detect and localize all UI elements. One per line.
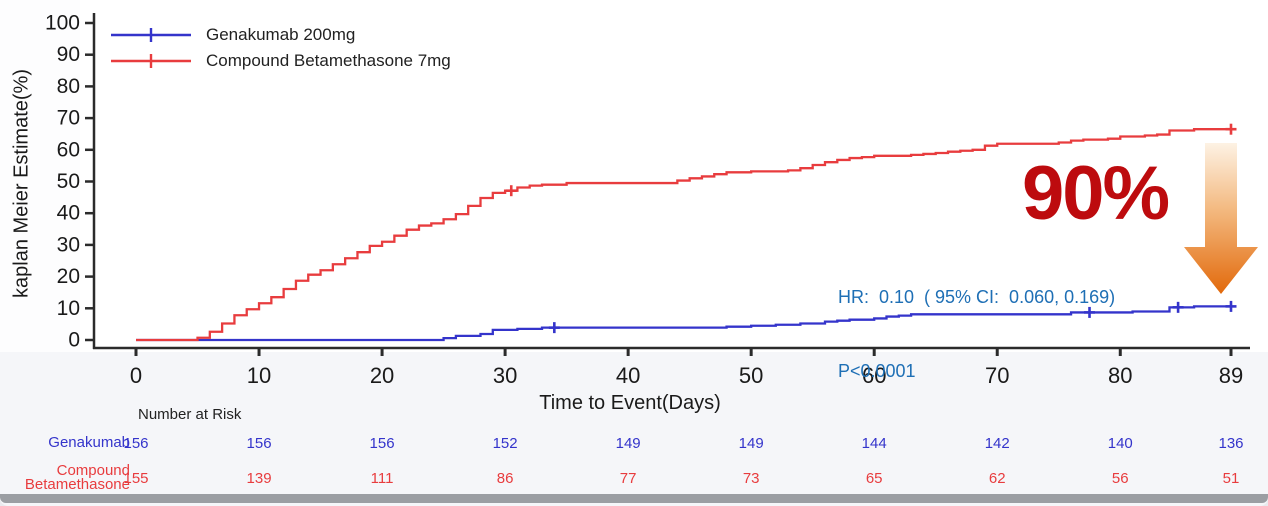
legend-key-blue-line-icon (111, 28, 191, 42)
risk-row-label-betamethasone: Compound Betamethasone (24, 462, 130, 493)
x-axis-title: Time to Event(Days) (539, 392, 721, 414)
svg-text:144: 144 (862, 435, 887, 452)
slide-bottom-bar (0, 494, 1268, 503)
svg-text:156: 156 (370, 435, 395, 452)
svg-text:62: 62 (989, 470, 1006, 487)
svg-text:30: 30 (493, 363, 517, 388)
hazard-ratio-text: HR: 0.10 ( 95% CI: 0.060, 0.169) (838, 287, 1116, 307)
svg-text:156: 156 (247, 435, 272, 452)
svg-text:155: 155 (123, 470, 148, 487)
legend-item-betamethasone: Compound Betamethasone 7mg (108, 48, 451, 74)
svg-text:89: 89 (1219, 363, 1243, 388)
svg-text:100: 100 (45, 12, 80, 35)
svg-text:51: 51 (1223, 470, 1240, 487)
legend-item-genakumab: Genakumab 200mg (108, 22, 451, 48)
svg-text:70: 70 (57, 107, 80, 130)
svg-text:149: 149 (616, 435, 641, 452)
stats-annotation: HR: 0.10 ( 95% CI: 0.060, 0.169) P<0.000… (838, 252, 1115, 436)
svg-text:0: 0 (130, 363, 142, 388)
svg-text:80: 80 (57, 75, 80, 98)
svg-text:90: 90 (57, 43, 80, 66)
svg-text:139: 139 (247, 470, 272, 487)
legend-label-betamethasone: Compound Betamethasone 7mg (206, 51, 451, 70)
svg-text:60: 60 (862, 363, 886, 388)
risk-row-label-genakumab: Genakumab (48, 434, 130, 451)
svg-text:65: 65 (866, 470, 883, 487)
svg-text:80: 80 (1108, 363, 1132, 388)
legend-label-genakumab: Genakumab 200mg (206, 25, 356, 44)
svg-text:0: 0 (68, 329, 80, 352)
svg-text:149: 149 (739, 435, 764, 452)
svg-text:140: 140 (1108, 435, 1133, 452)
svg-text:142: 142 (985, 435, 1010, 452)
svg-text:77: 77 (620, 470, 637, 487)
effect-size-label: 90% (1022, 151, 1170, 236)
legend-key-red-line-icon (111, 54, 191, 68)
svg-text:20: 20 (370, 363, 394, 388)
y-axis-title: kaplan Meier Estimate(%) (10, 69, 33, 298)
svg-text:156: 156 (123, 435, 148, 452)
svg-text:111: 111 (371, 470, 394, 487)
svg-text:136: 136 (1218, 435, 1243, 452)
svg-text:30: 30 (57, 233, 80, 256)
svg-text:50: 50 (739, 363, 763, 388)
svg-text:40: 40 (57, 202, 80, 225)
svg-text:56: 56 (1112, 470, 1129, 487)
p-value-text: P<0.0001 (838, 361, 916, 381)
legend: Genakumab 200mg Compound Betamethasone 7… (108, 22, 451, 74)
svg-text:10: 10 (247, 363, 271, 388)
risk-table-title: Number at Risk (138, 406, 242, 423)
svg-text:10: 10 (57, 297, 80, 320)
svg-text:20: 20 (57, 265, 80, 288)
svg-text:40: 40 (616, 363, 640, 388)
svg-text:50: 50 (57, 170, 80, 193)
svg-text:73: 73 (743, 470, 760, 487)
svg-text:86: 86 (497, 470, 514, 487)
down-arrow-icon (1184, 143, 1258, 294)
svg-text:70: 70 (985, 363, 1009, 388)
svg-text:152: 152 (493, 435, 518, 452)
svg-text:60: 60 (57, 138, 80, 161)
